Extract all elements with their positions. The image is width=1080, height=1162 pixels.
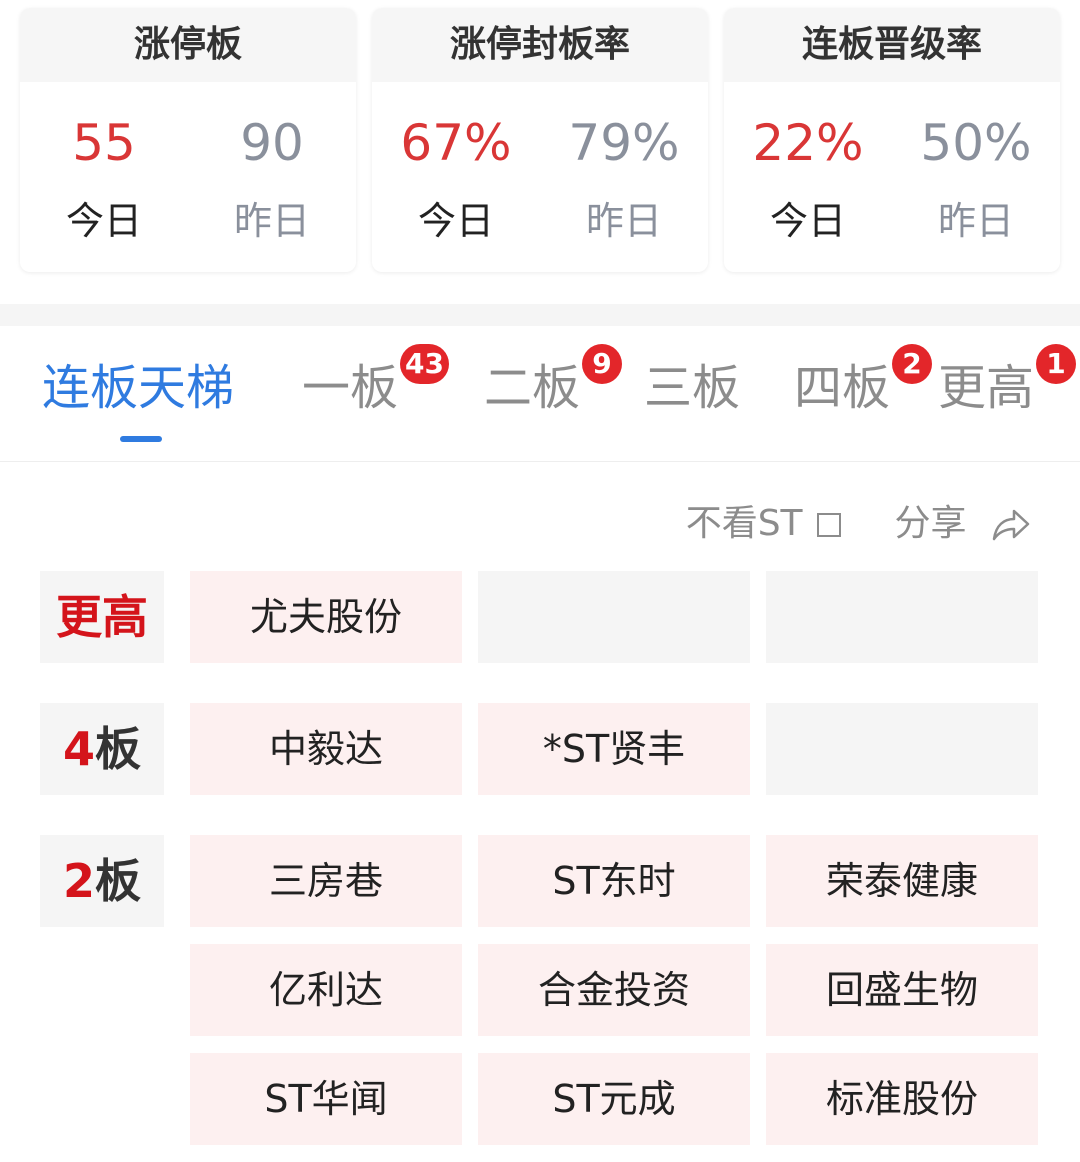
tab-bar: 连板天梯 一板 43 二板 9 三板 四板 2 更高 1	[0, 344, 1080, 462]
stock-cell[interactable]: ST元成	[478, 1053, 750, 1145]
row-label-2-board: 2板	[40, 835, 164, 927]
tab-label: 二板	[484, 360, 581, 416]
card-title: 连板晋级率	[724, 8, 1060, 82]
active-tab-indicator	[120, 436, 162, 442]
card-title: 涨停板	[20, 8, 356, 82]
stock-cell[interactable]: *ST贤丰	[478, 703, 750, 795]
stock-cell[interactable]: 尤夫股份	[190, 571, 462, 663]
yesterday-value: 50%	[920, 114, 1032, 172]
stock-cell[interactable]: 亿利达	[190, 944, 462, 1036]
hide-st-toggle[interactable]: 不看ST	[686, 494, 841, 546]
stock-cell[interactable]: 标准股份	[766, 1053, 1038, 1145]
count-badge: 43	[400, 344, 449, 384]
count-badge: 9	[582, 344, 623, 384]
stock-cell[interactable]: ST华闻	[190, 1053, 462, 1145]
checkbox[interactable]	[816, 513, 841, 537]
tab-board-2[interactable]: 二板 9	[484, 344, 623, 420]
row-label-higher: 更高	[40, 571, 164, 663]
stock-cell[interactable]: 合金投资	[478, 944, 750, 1036]
share-icon	[992, 509, 1030, 541]
today-value: 55	[72, 114, 136, 172]
yesterday-value: 79%	[568, 114, 680, 172]
tab-label: 三板	[644, 360, 741, 416]
tab-board-1[interactable]: 一板 43	[302, 344, 449, 420]
share-button[interactable]: 分享	[895, 494, 1030, 546]
stock-cell[interactable]: ST东时	[478, 835, 750, 927]
card-title: 涨停封板率	[372, 8, 708, 82]
today-label: 今日	[65, 199, 142, 243]
yesterday-value: 90	[240, 114, 304, 172]
today-label: 今日	[417, 199, 494, 243]
empty-cell	[478, 571, 750, 663]
board-count: 2	[62, 854, 95, 908]
board-count: 4	[62, 722, 95, 776]
stock-cell[interactable]: 三房巷	[190, 835, 462, 927]
stock-cell[interactable]: 中毅达	[190, 703, 462, 795]
tab-board-4[interactable]: 四板 2	[794, 344, 933, 420]
count-badge: 2	[892, 344, 933, 384]
tab-label: 连板天梯	[42, 360, 235, 416]
yesterday-label: 昨日	[585, 199, 662, 243]
tab-board-3[interactable]: 三板	[644, 356, 740, 420]
empty-cell	[766, 703, 1038, 795]
promotion-rate-card[interactable]: 连板晋级率 22% 今日 50% 昨日	[724, 8, 1060, 272]
tab-label: 四板	[794, 360, 891, 416]
empty-cell	[766, 571, 1038, 663]
limit-up-card[interactable]: 涨停板 55 今日 90 昨日	[20, 8, 356, 272]
board-suffix: 板	[95, 854, 141, 908]
today-value: 22%	[752, 114, 864, 172]
stock-cell[interactable]: 荣泰健康	[766, 835, 1038, 927]
today-label: 今日	[769, 199, 846, 243]
tab-label: 一板	[302, 360, 399, 416]
tab-higher[interactable]: 更高 1	[938, 344, 1077, 420]
yesterday-label: 昨日	[937, 199, 1014, 243]
row-label-4-board: 4板	[40, 703, 164, 795]
share-label: 分享	[894, 503, 967, 544]
tab-label: 更高	[938, 360, 1035, 416]
seal-rate-card[interactable]: 涨停封板率 67% 今日 79% 昨日	[372, 8, 708, 272]
section-divider	[0, 304, 1080, 326]
today-value: 67%	[400, 114, 512, 172]
yesterday-label: 昨日	[233, 199, 310, 243]
board-suffix: 板	[95, 722, 141, 776]
hide-st-label: 不看ST	[685, 503, 803, 544]
count-badge: 1	[1036, 344, 1077, 384]
stock-cell[interactable]: 回盛生物	[766, 944, 1038, 1036]
filter-toolbar: 不看ST 分享	[686, 494, 1030, 546]
tab-ladder[interactable]: 连板天梯	[42, 356, 234, 420]
